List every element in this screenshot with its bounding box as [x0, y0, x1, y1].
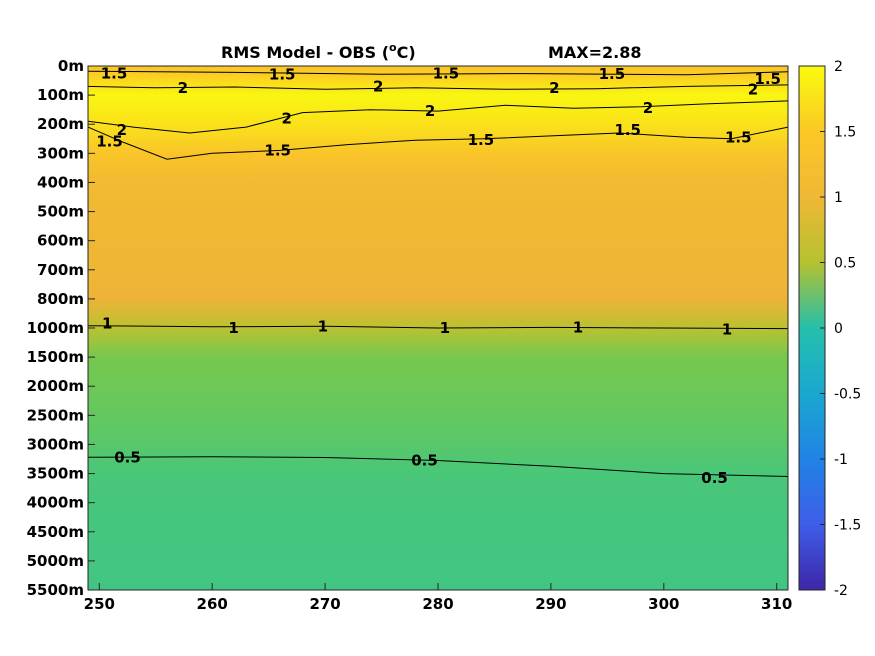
contour-label: 1 [440, 319, 450, 337]
colorbar-tick-label: 0.5 [834, 256, 856, 272]
colorbar-tick-label: -1.5 [834, 518, 861, 534]
contour-label: 2 [425, 102, 435, 120]
contour-label: 1.5 [614, 121, 641, 139]
y-tick-label: 700m [37, 261, 84, 279]
y-tick-label: 1500m [27, 348, 84, 366]
contour-label: 2 [748, 80, 758, 98]
chart-title: RMS Model - OBS (oC) [221, 41, 416, 62]
x-tick-label: 300 [648, 595, 679, 613]
colorbar-tick-label: -0.5 [834, 387, 861, 403]
contour-label: 0.5 [701, 469, 728, 487]
contour-line [88, 325, 788, 330]
contour-label: 1.5 [264, 141, 291, 159]
contour-line [88, 84, 788, 90]
colorbar-tick-label: 0 [834, 321, 843, 337]
contour-label: 1 [722, 321, 732, 339]
y-tick-label: 2500m [27, 406, 84, 424]
colorbar-tick-label: -2 [834, 583, 848, 599]
x-tick-label: 290 [535, 595, 566, 613]
y-tick-label: 5000m [27, 552, 84, 570]
contour-line [88, 456, 788, 477]
contour-line [88, 100, 788, 134]
y-tick-label: 0m [58, 57, 84, 75]
contour-label: 2 [117, 121, 127, 139]
max-value-label: MAX=2.88 [548, 43, 642, 62]
y-tick-label: 3500m [27, 465, 84, 483]
x-tick-label: 270 [309, 595, 340, 613]
contour-label: 0.5 [411, 452, 438, 470]
contour-label: 0.5 [114, 449, 141, 467]
colorbar-axis: 2 1.5 1 0.5 0 -0.5 -1 -1.5 -2 [820, 59, 861, 599]
contour-label: 2 [549, 79, 559, 97]
contour-label: 2 [643, 99, 653, 117]
y-tick-label: 600m [37, 232, 84, 250]
contour-lines [88, 70, 788, 477]
y-tick-label: 400m [37, 173, 84, 191]
contour-label: 1.5 [433, 64, 460, 82]
contour-label: 1.5 [96, 133, 123, 151]
y-tick-label: 800m [37, 290, 84, 308]
contour-label: 1 [573, 318, 583, 336]
x-axis: 250 260 270 280 290 300 310 [84, 583, 792, 613]
y-tick-label: 500m [37, 203, 84, 221]
colorbar-tick-label: 2 [834, 59, 843, 75]
contour-label: 1.5 [725, 128, 752, 146]
contour-label: 1.5 [754, 70, 781, 88]
contour-label: 2 [178, 79, 188, 97]
x-tick-label: 260 [197, 595, 228, 613]
colorbar-tick-label: 1.5 [834, 125, 856, 141]
y-tick-label: 200m [37, 115, 84, 133]
y-tick-label: 100m [37, 86, 84, 104]
contour-label: 1 [102, 315, 112, 333]
contour-label: 1.5 [468, 131, 495, 149]
contour-line [88, 126, 788, 160]
y-tick-label: 3000m [27, 435, 84, 453]
contour-label: 1 [318, 318, 328, 336]
contour-label: 1 [228, 319, 238, 337]
y-axis: 0m 100m 200m 300m 400m 500m 600m 700m 800m 1000m 1… [27, 57, 95, 599]
x-tick-label: 250 [84, 595, 115, 613]
contour-label: 1.5 [269, 66, 296, 84]
x-tick-label: 310 [761, 595, 792, 613]
y-tick-label: 300m [37, 144, 84, 162]
contour-label: 2 [373, 77, 383, 95]
colorbar-tick-label: -1 [834, 452, 848, 468]
y-tick-label: 4500m [27, 523, 84, 541]
x-tick-label: 280 [422, 595, 453, 613]
y-tick-label: 2000m [27, 377, 84, 395]
contour-label: 1.5 [599, 65, 626, 83]
contour-label: 1.5 [101, 64, 128, 82]
contour-label: 2 [281, 109, 291, 127]
y-tick-label: 4000m [27, 494, 84, 512]
y-tick-label: 5500m [27, 581, 84, 599]
y-tick-label: 1000m [27, 319, 84, 337]
colorbar-tick-label: 1 [834, 190, 843, 206]
contour-line [88, 70, 788, 76]
